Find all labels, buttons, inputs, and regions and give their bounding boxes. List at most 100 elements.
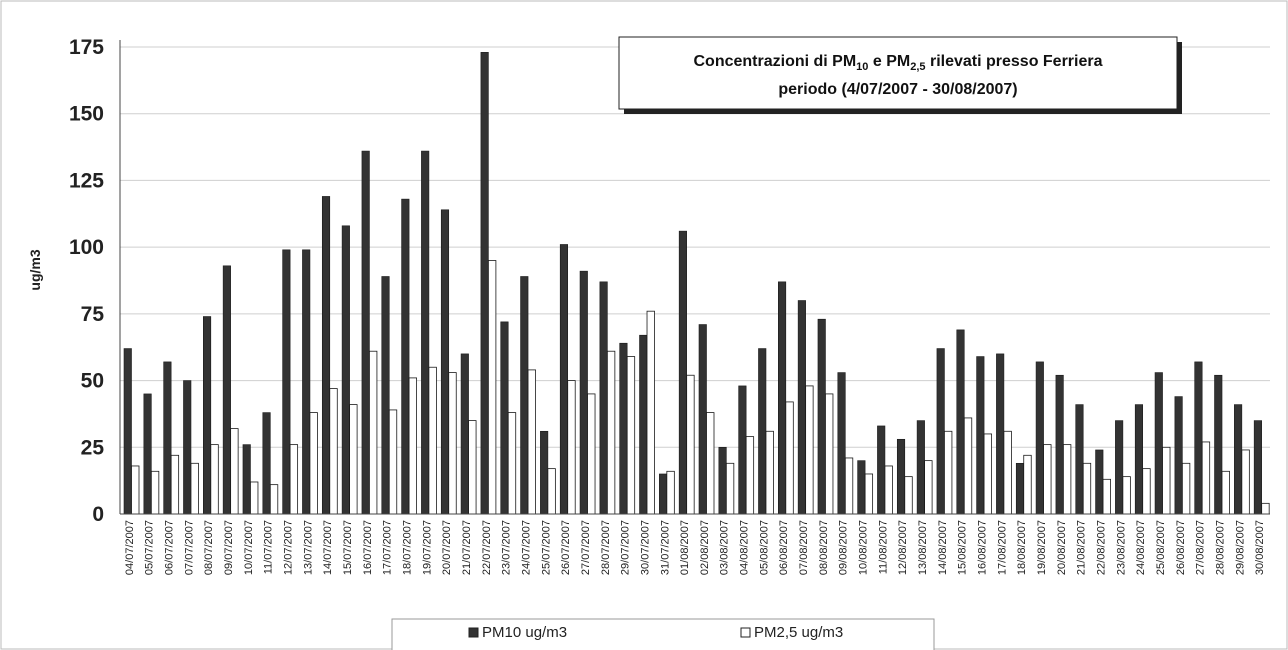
x-tick-label: 04/08/2007 (739, 520, 751, 575)
x-tick-label: 27/07/2007 (580, 520, 592, 575)
bar-pm25 (190, 462, 199, 515)
bar-pm25 (428, 366, 437, 515)
bar-pm10 (698, 324, 707, 515)
y-tick-label: 150 (69, 103, 104, 126)
bar-pm10 (1115, 420, 1124, 515)
bar-pm10 (1154, 372, 1163, 515)
x-tick-label: 23/07/2007 (501, 520, 513, 575)
bar-pm25 (785, 401, 794, 515)
bar-pm10 (619, 342, 628, 515)
y-tick-label: 175 (69, 36, 104, 59)
bar-pm10 (520, 276, 529, 515)
bar-pm10 (857, 460, 866, 515)
x-tick-label: 05/07/2007 (144, 520, 156, 575)
bar-pm25 (983, 433, 992, 515)
legend-box (391, 618, 935, 650)
bar-pm25 (1043, 444, 1052, 515)
x-tick-label: 07/08/2007 (798, 520, 810, 575)
bar-pm25 (388, 409, 398, 515)
y-axis-label: ug/m3 (27, 249, 43, 290)
bar-pm10 (500, 321, 509, 515)
bar-pm25 (646, 310, 655, 515)
bar-pm25 (1062, 444, 1072, 515)
x-tick-label: 03/08/2007 (719, 520, 731, 575)
x-tick-label: 13/07/2007 (302, 520, 314, 575)
bar-pm25 (468, 420, 477, 515)
bar-pm10 (1095, 449, 1104, 515)
bars (123, 52, 1270, 515)
bar-pm10 (797, 300, 806, 515)
x-tick-label: 23/08/2007 (1115, 520, 1127, 575)
bar-pm25 (745, 436, 755, 515)
bar-pm25 (1241, 449, 1250, 515)
bar-pm25 (765, 430, 774, 515)
x-tick-label: 05/08/2007 (758, 520, 770, 575)
legend-swatch-pm25 (740, 627, 751, 638)
legend-label-pm25: PM2,5 ug/m3 (754, 624, 843, 641)
x-tick-label: 30/07/2007 (639, 520, 651, 575)
x-tick-label: 29/08/2007 (1234, 520, 1246, 575)
x-tick-label: 26/07/2007 (560, 520, 572, 575)
x-tick-label: 04/07/2007 (124, 520, 136, 575)
bar-pm10 (936, 348, 945, 515)
bar-pm10 (401, 198, 410, 515)
x-tick-label: 10/08/2007 (858, 520, 870, 575)
bar-pm25 (1023, 454, 1032, 515)
x-tick-label: 11/08/2007 (877, 520, 889, 574)
bar-pm25 (666, 470, 675, 515)
x-tick-label: 15/08/2007 (957, 520, 969, 575)
bar-pm25 (230, 428, 239, 515)
bar-pm10 (758, 348, 767, 515)
bar-pm10 (1134, 404, 1144, 515)
bar-pm25 (1122, 476, 1131, 515)
x-tick-label: 21/08/2007 (1076, 520, 1088, 575)
bar-pm25 (1201, 441, 1211, 515)
x-tick-label: 12/08/2007 (897, 520, 909, 575)
x-tick-label: 18/07/2007 (402, 520, 414, 575)
bar-pm25 (1181, 462, 1191, 515)
bar-pm25 (487, 260, 497, 515)
x-tick-label: 11/07/2007 (263, 520, 275, 574)
bar-pm10 (916, 420, 925, 515)
title-box (618, 36, 1178, 110)
bar-pm10 (341, 225, 350, 515)
x-tick-label: 16/08/2007 (977, 520, 989, 575)
bar-pm25 (904, 476, 913, 515)
bar-pm10 (599, 281, 608, 515)
x-tick-label: 17/08/2007 (996, 520, 1008, 575)
bar-pm10 (1194, 361, 1203, 515)
bar-pm25 (547, 468, 556, 515)
chart-title-box: Concentrazioni di PM10 e PM2,5 rilevati … (618, 36, 1182, 114)
legend-swatch-pm10 (468, 627, 479, 638)
x-tick-label: 26/08/2007 (1175, 520, 1187, 575)
bar-pm25 (309, 412, 318, 515)
bar-pm10 (262, 412, 271, 515)
x-tick-label: 28/08/2007 (1214, 520, 1226, 575)
x-tick-label: 13/08/2007 (917, 520, 929, 575)
bar-pm25 (924, 460, 933, 515)
x-tick-label: 10/07/2007 (243, 520, 255, 575)
bar-pm10 (123, 348, 132, 515)
x-tick-label: 01/08/2007 (679, 520, 691, 575)
x-tick-label: 30/08/2007 (1254, 520, 1266, 575)
bar-pm25 (1261, 502, 1270, 515)
x-tick-label: 06/07/2007 (164, 520, 176, 575)
bar-pm10 (817, 318, 826, 515)
bar-pm10 (639, 334, 648, 515)
x-tick-label: 21/07/2007 (461, 520, 473, 575)
legend-label-pm10: PM10 ug/m3 (482, 624, 567, 641)
bar-pm25 (1082, 462, 1092, 515)
bar-pm10 (460, 353, 469, 515)
x-tick-label: 16/07/2007 (362, 520, 374, 575)
bar-pm10 (896, 438, 906, 515)
bar-pm10 (579, 270, 588, 515)
bar-pm10 (1214, 374, 1223, 515)
bar-pm25 (1162, 446, 1171, 515)
x-tick-label: 20/07/2007 (441, 520, 453, 575)
bar-pm25 (567, 380, 576, 515)
bar-pm10 (1015, 462, 1025, 515)
bar-pm25 (150, 470, 160, 515)
y-tick-label: 100 (69, 236, 104, 259)
x-tick-label: 09/08/2007 (838, 520, 850, 575)
